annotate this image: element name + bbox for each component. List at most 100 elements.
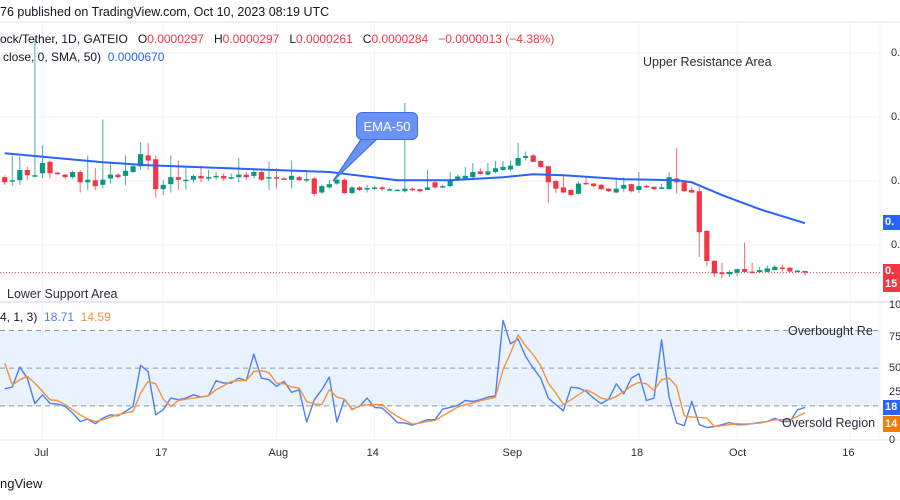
candle-up — [764, 265, 770, 273]
last-price-badge: 0. 15 — [883, 264, 900, 292]
candle-body — [115, 174, 121, 178]
candle-body — [606, 188, 612, 192]
candle-body — [70, 172, 76, 178]
stoch-tick: 10 — [889, 299, 900, 311]
stoch-params: 4, 1, 3) — [0, 310, 38, 324]
time-tick: 17 — [155, 447, 168, 459]
candle-down — [696, 187, 702, 258]
candle-down — [62, 173, 68, 179]
time-tick: 18 — [630, 447, 644, 459]
stoch-k-value: 18.71 — [44, 310, 75, 324]
candle-down — [432, 181, 438, 189]
candle-body — [530, 155, 536, 162]
candle-body — [402, 188, 408, 192]
candle-body — [742, 269, 748, 272]
candle-body — [364, 188, 370, 190]
candle-body — [711, 260, 717, 274]
candle-body — [205, 177, 212, 179]
stoch-d-line — [4, 334, 806, 428]
candle-down — [545, 165, 551, 203]
candle-body — [198, 175, 204, 179]
candle-down — [281, 177, 287, 180]
candle-body — [772, 266, 778, 271]
candle-body — [379, 187, 385, 190]
last-price-badge-countdown: 15 — [885, 278, 898, 290]
candles — [2, 38, 808, 279]
candle-body — [273, 177, 280, 179]
candle-down — [628, 183, 634, 193]
candle-down — [243, 172, 249, 180]
candle-down — [47, 160, 53, 179]
candle-body — [92, 180, 98, 187]
candle-body — [251, 172, 257, 176]
candle-up — [168, 155, 174, 193]
time-tick: Oct — [729, 447, 747, 459]
candle-down — [538, 160, 544, 169]
candle-body — [145, 155, 151, 161]
stoch-k-line — [4, 319, 806, 429]
candle-body — [130, 166, 136, 173]
candle-body — [304, 179, 310, 181]
candle-body — [9, 180, 15, 182]
candle-up — [289, 160, 295, 189]
candle-up — [334, 178, 340, 185]
candle-down — [477, 168, 483, 175]
candle-up — [183, 165, 189, 190]
price-tick: 0. — [891, 111, 900, 123]
candle-up — [228, 173, 234, 180]
close-label: C — [362, 32, 372, 46]
candle-body — [560, 187, 566, 193]
candle-body — [138, 154, 144, 167]
candle-up — [100, 119, 106, 189]
candle-down — [296, 175, 302, 181]
symbol-name[interactable]: ock/Tether, 1D, GATEIO — [0, 32, 128, 46]
candle-down — [583, 177, 589, 185]
candle-body — [643, 185, 650, 188]
candle-body — [636, 186, 642, 190]
stoch-rsi-lines — [4, 319, 806, 429]
candle-body — [507, 165, 514, 170]
open-value: 0.0000297 — [147, 32, 204, 46]
candle-body — [523, 156, 529, 158]
candle-body — [326, 184, 332, 188]
time-tick: Sep — [502, 447, 523, 459]
candle-body — [54, 172, 61, 175]
candle-up — [122, 155, 129, 185]
candle-down — [779, 264, 785, 272]
time-tick: Aug — [268, 447, 289, 459]
ma-legend[interactable]: close, 0, SMA, 50) 0.0000670 — [3, 50, 164, 64]
candle-body — [387, 189, 393, 191]
candle-body — [696, 191, 702, 233]
ema-50-callout: EMA-50 — [356, 112, 418, 140]
candle-body — [477, 171, 483, 174]
candle-body — [424, 187, 431, 190]
candle-body — [779, 267, 785, 270]
candle-body — [726, 271, 733, 275]
candle-body — [553, 181, 559, 189]
candle-body — [764, 268, 770, 272]
candle-up — [205, 169, 212, 181]
candle-body — [734, 269, 740, 273]
candle-body — [575, 183, 582, 194]
candle-up — [575, 181, 582, 195]
candle-up — [213, 172, 219, 180]
candle-down — [379, 186, 385, 192]
candle-up — [326, 180, 332, 189]
candle-body — [749, 271, 755, 274]
candle-body — [440, 186, 446, 188]
candle-body — [681, 182, 687, 192]
stoch-k-badge: 18 — [883, 400, 900, 415]
candle-down — [704, 229, 710, 267]
candle-body — [409, 188, 415, 191]
candle-body — [289, 175, 295, 180]
candle-body — [757, 270, 763, 273]
candle-down — [409, 187, 415, 192]
candle-down — [77, 169, 83, 193]
candle-down — [221, 173, 227, 181]
stoch-legend[interactable]: 4, 1, 3) 18.71 14.59 — [0, 310, 111, 324]
candle-body — [432, 182, 438, 188]
stoch-band — [0, 329, 880, 407]
candle-up — [9, 155, 15, 187]
candle-body — [2, 177, 8, 183]
